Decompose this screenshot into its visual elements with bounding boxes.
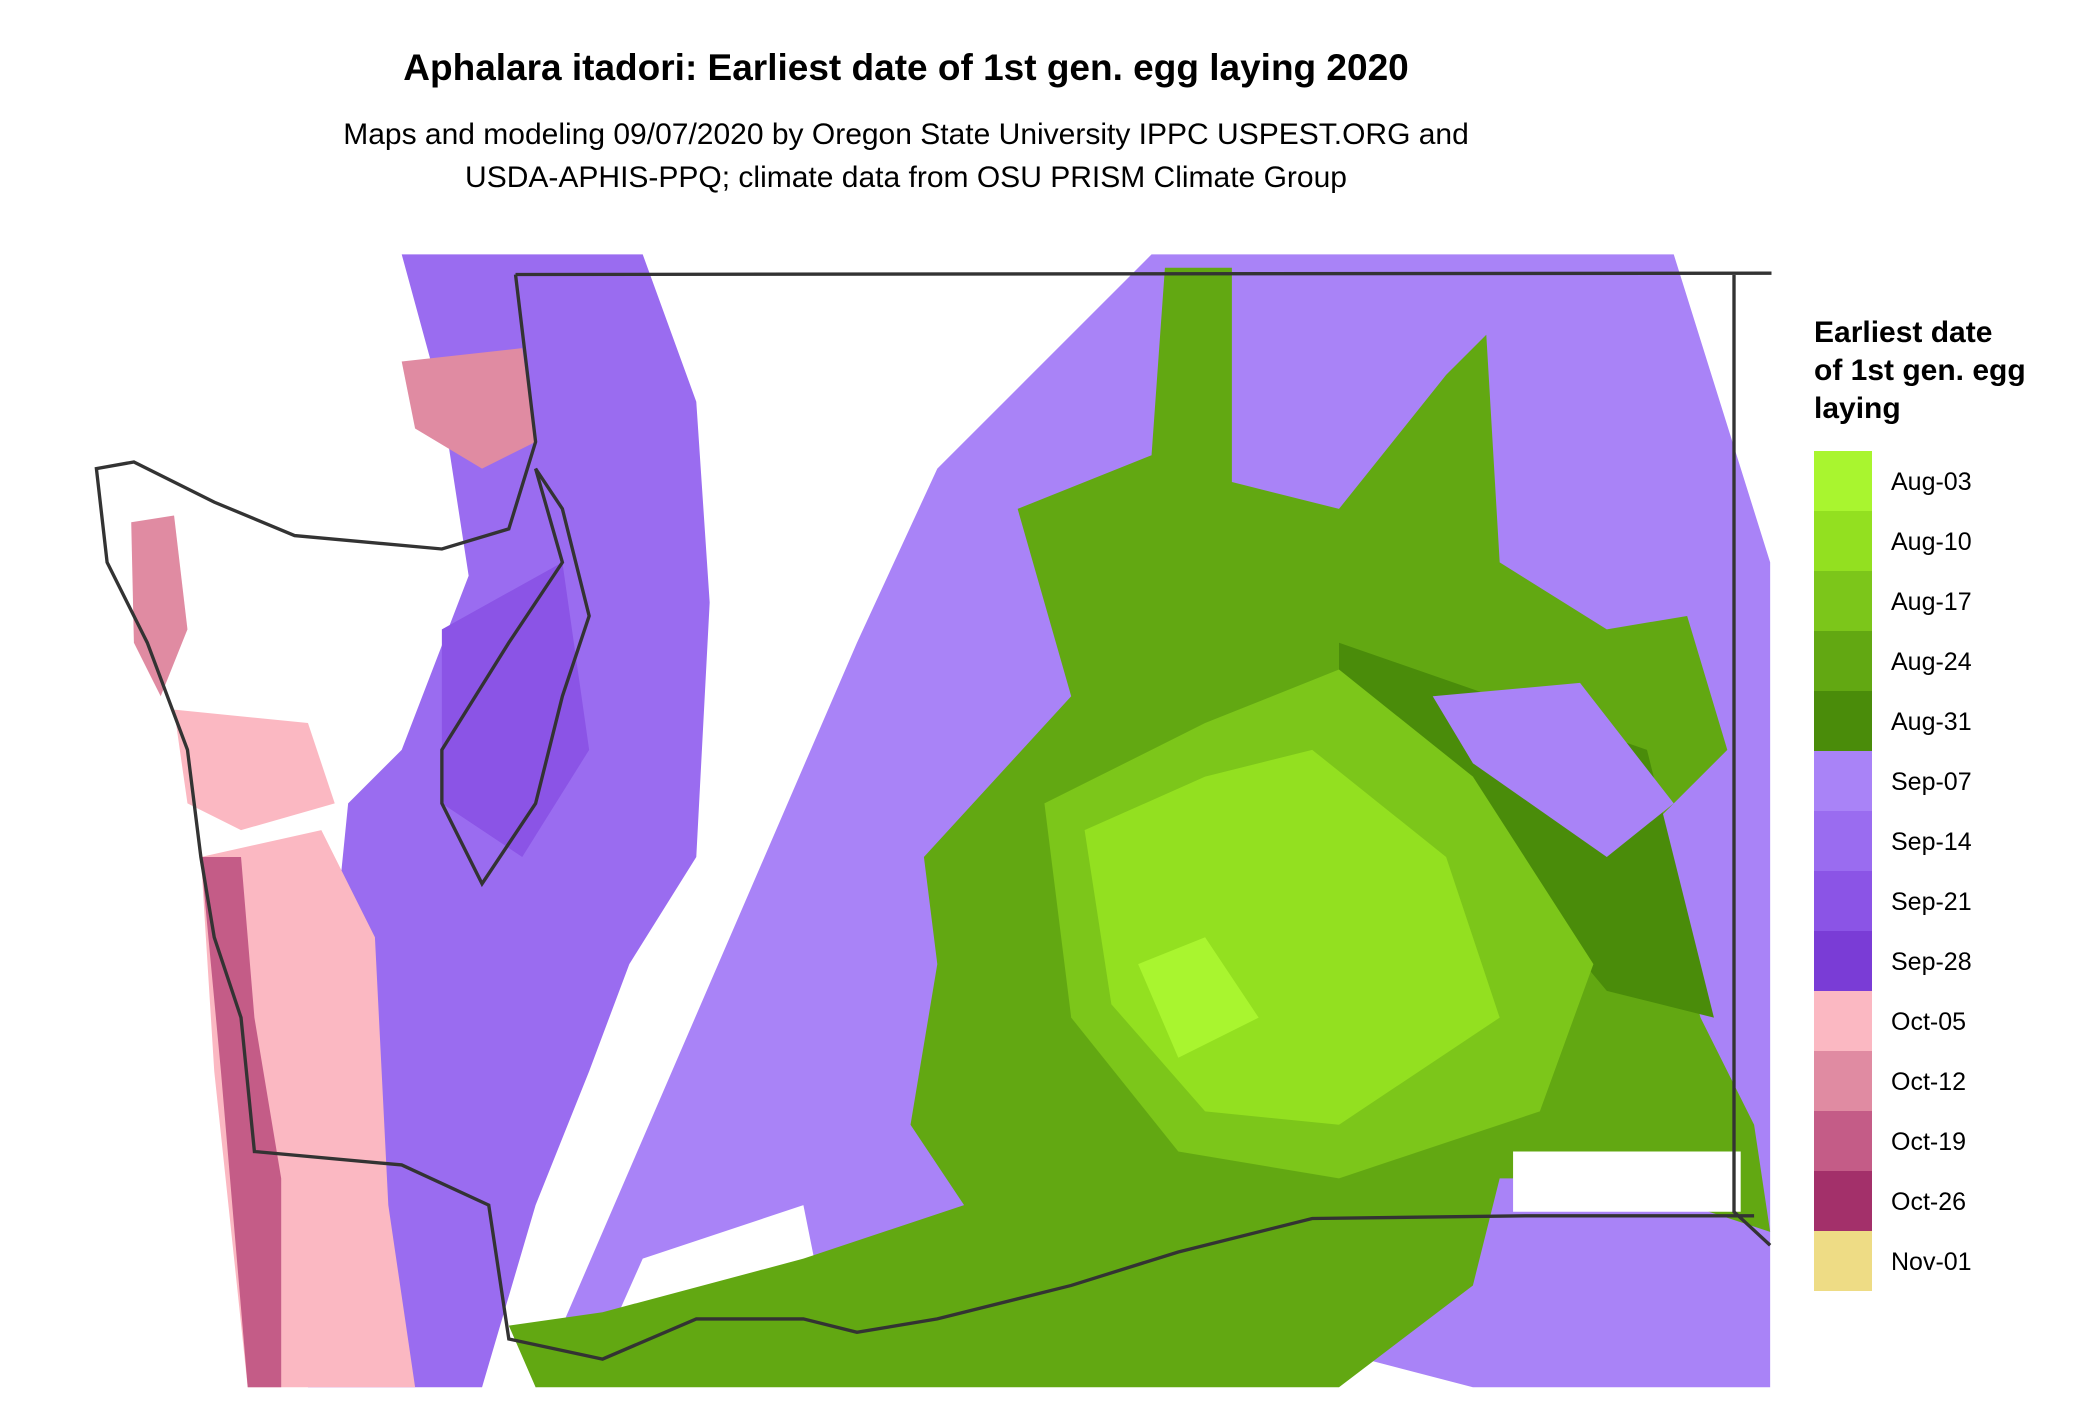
legend-label: Aug-10: [1891, 528, 1972, 556]
legend-label: Nov-01: [1891, 1248, 1972, 1276]
title: Aphalara itadori: Earliest date of 1st g…: [403, 47, 1408, 88]
legend-swatch: [1814, 631, 1872, 691]
region: [1513, 1151, 1741, 1212]
legend-swatch: [1814, 511, 1872, 571]
legend-swatch: [1814, 691, 1872, 751]
legend-title: of 1st gen. egg: [1814, 354, 2026, 387]
legend-swatch: [1814, 751, 1872, 811]
legend-swatch: [1814, 871, 1872, 931]
legend-label: Aug-17: [1891, 588, 1972, 616]
map: [94, 254, 1772, 1388]
legend-label: Aug-24: [1891, 648, 1972, 676]
region: [1339, 642, 1714, 1018]
legend-label: Oct-26: [1891, 1188, 1966, 1216]
region: [401, 348, 536, 469]
sound-outline: [440, 467, 591, 888]
state-outline: [94, 271, 1772, 1361]
subtitle: USDA-APHIS-PPQ; climate data from OSU PR…: [465, 161, 1347, 194]
legend-title: laying: [1814, 392, 1901, 425]
legend-swatch: [1814, 451, 1872, 511]
legend-label: Sep-21: [1891, 888, 1972, 916]
region: [131, 515, 188, 697]
legend-label: Oct-05: [1891, 1008, 1966, 1036]
legend: Earliest date of 1st gen. egg laying Aug…: [1814, 316, 2026, 1291]
legend-label: Aug-31: [1891, 708, 1972, 736]
region: [1138, 937, 1259, 1058]
region: [174, 709, 335, 831]
region: [200, 856, 282, 1388]
legend-label: Sep-07: [1891, 768, 1972, 796]
legend-swatch: [1814, 991, 1872, 1051]
legend-swatch: [1814, 1231, 1872, 1291]
legend-label: Sep-14: [1891, 828, 1972, 856]
subtitle: Maps and modeling 09/07/2020 by Oregon S…: [343, 118, 1469, 151]
legend-title: Earliest date: [1814, 316, 1992, 349]
legend-label: Aug-03: [1891, 468, 1972, 496]
legend-swatch: [1814, 931, 1872, 991]
region: [441, 562, 590, 857]
legend-label: Oct-19: [1891, 1128, 1966, 1156]
legend-label: Sep-28: [1891, 948, 1972, 976]
legend-swatch: [1814, 1171, 1872, 1231]
region: [1432, 682, 1674, 857]
legend-label: Oct-12: [1891, 1068, 1966, 1096]
legend-swatch: [1814, 1051, 1872, 1111]
legend-swatch: [1814, 811, 1872, 871]
legend-swatch: [1814, 1111, 1872, 1171]
legend-swatch: [1814, 571, 1872, 631]
